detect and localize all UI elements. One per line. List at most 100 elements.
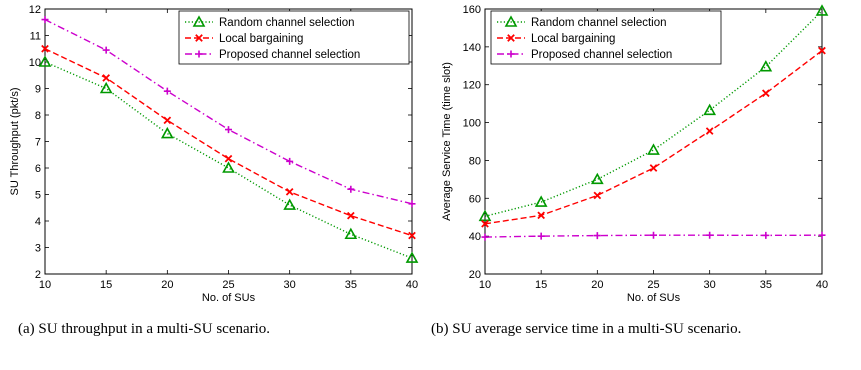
data-point bbox=[593, 232, 601, 240]
data-point bbox=[647, 143, 660, 155]
data-point bbox=[405, 251, 419, 263]
y-tick-label: 80 bbox=[469, 155, 481, 167]
data-point bbox=[286, 157, 294, 165]
y-tick-label: 2 bbox=[35, 269, 41, 281]
data-point bbox=[534, 195, 548, 207]
data-point bbox=[408, 200, 416, 208]
y-tick-label: 7 bbox=[35, 137, 41, 149]
y-tick-label: 11 bbox=[30, 31, 41, 43]
x-tick-label: 15 bbox=[535, 279, 547, 291]
x-tick-label: 20 bbox=[161, 279, 173, 291]
legend-box bbox=[178, 10, 410, 65]
y-tick-label: 120 bbox=[463, 80, 481, 92]
y-axis-label: Average Service Time (time slot) bbox=[441, 62, 453, 221]
legend-marker bbox=[192, 15, 206, 27]
y-tick-label: 9 bbox=[35, 84, 41, 96]
y-tick-label: 100 bbox=[463, 118, 481, 130]
x-tick-label: 30 bbox=[704, 279, 716, 291]
chart-a: 10 15 20 25 30 35 40 2 3 4 5 6 7 8 9 10 11 12 No. of SUs SU… bbox=[9, 4, 419, 304]
y-tick-label: 60 bbox=[469, 193, 481, 205]
chart-panel-a: 10 15 20 25 30 35 40 2 3 4 5 6 7 8 9 10 11 12 No. of SUs SU… bbox=[0, 0, 430, 370]
y-tick-label: 20 bbox=[469, 269, 481, 281]
y-tick-label: 10 bbox=[29, 57, 41, 69]
legend-box bbox=[490, 10, 722, 65]
data-point bbox=[347, 185, 355, 193]
data-point bbox=[590, 172, 604, 185]
x-tick-label: 10 bbox=[479, 279, 491, 291]
legend-entry: Proposed channel selection bbox=[531, 49, 672, 61]
data-point bbox=[537, 211, 546, 220]
x-tick-label: 20 bbox=[591, 279, 603, 291]
y-axis-label: SU Throughput (pkt/s) bbox=[9, 87, 21, 195]
legend-marker bbox=[507, 34, 515, 42]
legend-entry: Random channel selection bbox=[219, 17, 355, 29]
data-point bbox=[537, 232, 545, 240]
data-point bbox=[759, 60, 773, 72]
data-point bbox=[41, 44, 49, 53]
data-point bbox=[283, 198, 297, 210]
legend-entry: Local bargaining bbox=[531, 33, 615, 45]
data-point bbox=[593, 191, 602, 200]
y-tick-label: 140 bbox=[463, 42, 481, 54]
data-point bbox=[344, 227, 358, 240]
legend-marker bbox=[195, 34, 203, 42]
data-point bbox=[41, 16, 49, 24]
data-point bbox=[706, 231, 714, 239]
x-tick-label: 30 bbox=[284, 279, 296, 291]
data-point bbox=[818, 231, 826, 239]
y-tick-label: 40 bbox=[469, 231, 481, 243]
legend-marker bbox=[195, 50, 203, 58]
caption-a: (a) SU throughput in a multi-SU scenario… bbox=[18, 321, 271, 337]
y-tick-label: 5 bbox=[35, 190, 41, 202]
data-point bbox=[102, 46, 110, 54]
series-line bbox=[484, 10, 823, 217]
data-point bbox=[815, 4, 829, 16]
legend-entry: Random channel selection bbox=[531, 17, 667, 29]
chart-panel-b: 10 15 20 25 30 35 40 20 40 60 80 100 120 140 160 No. of… bbox=[431, 0, 861, 370]
data-point bbox=[163, 116, 172, 125]
data-point bbox=[650, 231, 657, 239]
x-axis-label: No. of SUs bbox=[202, 292, 256, 304]
data-point bbox=[224, 154, 233, 163]
data-point bbox=[163, 87, 171, 95]
x-tick-label: 15 bbox=[100, 279, 112, 291]
data-point bbox=[762, 231, 770, 239]
x-tick-label: 35 bbox=[345, 279, 357, 291]
data-point bbox=[703, 103, 717, 116]
legend-entry: Proposed channel selection bbox=[219, 49, 360, 61]
y-tick-label: 160 bbox=[463, 4, 481, 16]
y-tick-label: 12 bbox=[29, 4, 41, 16]
legend-marker bbox=[504, 15, 518, 27]
data-point bbox=[160, 126, 174, 139]
caption-b: (b) SU average service time in a multi-S… bbox=[431, 321, 742, 337]
y-tick-label: 6 bbox=[35, 163, 41, 175]
x-tick-label: 40 bbox=[816, 279, 828, 291]
legend-marker bbox=[507, 50, 515, 58]
y-tick-label: 4 bbox=[35, 216, 41, 228]
x-tick-label: 10 bbox=[39, 279, 51, 291]
chart-b: 10 15 20 25 30 35 40 20 40 60 80 100 120 140 160 No. of… bbox=[441, 4, 829, 304]
data-point bbox=[285, 188, 294, 196]
data-point bbox=[346, 211, 355, 220]
y-tick-label: 8 bbox=[35, 110, 41, 122]
data-point bbox=[481, 220, 489, 228]
data-point bbox=[102, 74, 111, 82]
data-point bbox=[705, 127, 714, 135]
data-point bbox=[222, 161, 235, 173]
data-point bbox=[408, 231, 416, 240]
data-point bbox=[225, 126, 232, 134]
data-point bbox=[478, 209, 492, 222]
data-point bbox=[99, 81, 113, 94]
y-tick-label: 3 bbox=[35, 243, 41, 255]
legend-entry: Local bargaining bbox=[219, 33, 303, 45]
data-point bbox=[649, 164, 658, 172]
x-tick-label: 25 bbox=[222, 279, 234, 291]
data-point bbox=[818, 46, 826, 55]
data-point bbox=[481, 233, 489, 241]
x-tick-label: 35 bbox=[760, 279, 772, 291]
x-axis-label: No. of SUs bbox=[627, 292, 681, 304]
data-point bbox=[38, 55, 52, 67]
x-tick-label: 40 bbox=[406, 279, 418, 291]
x-tick-label: 25 bbox=[647, 279, 659, 291]
data-point bbox=[761, 89, 770, 98]
